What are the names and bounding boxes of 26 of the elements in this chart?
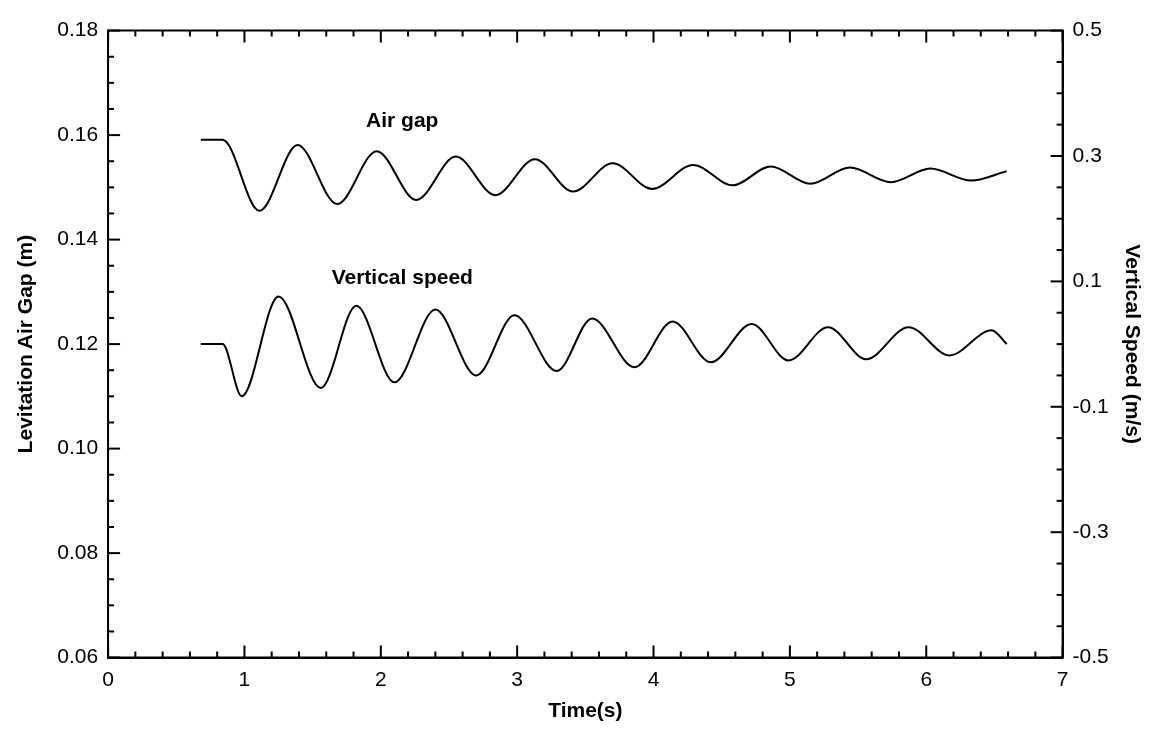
- x-axis-title: Time(s): [548, 698, 623, 722]
- y-axis-title: Levitation Air Gap (m): [13, 234, 37, 454]
- y-tick-label: 0.06: [57, 644, 99, 668]
- y2-tick-label: 0.3: [1072, 142, 1102, 166]
- series-label: Vertical speed: [331, 264, 473, 288]
- x-tick-label: 3: [511, 667, 524, 690]
- y-tick-label: 0.14: [57, 226, 99, 250]
- x-tick-label: 1: [238, 667, 251, 690]
- x-tick-label: 5: [784, 667, 796, 690]
- x-tick-label: 0: [102, 667, 114, 690]
- series-label: Air gap: [366, 108, 439, 132]
- x-tick-label: 2: [374, 667, 387, 690]
- x-tick-label: 4: [647, 667, 660, 690]
- y2-tick-label: -0.1: [1072, 393, 1109, 417]
- x-tick-label: 6: [920, 667, 933, 690]
- y2-tick-label: 0.5: [1072, 17, 1102, 41]
- x-tick-label: 7: [1056, 667, 1069, 690]
- y-tick-label: 0.16: [57, 121, 99, 145]
- y-tick-label: 0.18: [57, 17, 99, 41]
- y-tick-label: 0.08: [57, 539, 99, 563]
- y-tick-label: 0.12: [57, 330, 99, 354]
- y2-tick-label: -0.5: [1072, 644, 1109, 668]
- y2-tick-label: -0.3: [1072, 519, 1109, 542]
- y2-tick-label: 0.1: [1072, 268, 1102, 292]
- y-tick-label: 0.10: [57, 435, 99, 459]
- y2-axis-title: Vertical Speed (m/s): [1121, 244, 1145, 444]
